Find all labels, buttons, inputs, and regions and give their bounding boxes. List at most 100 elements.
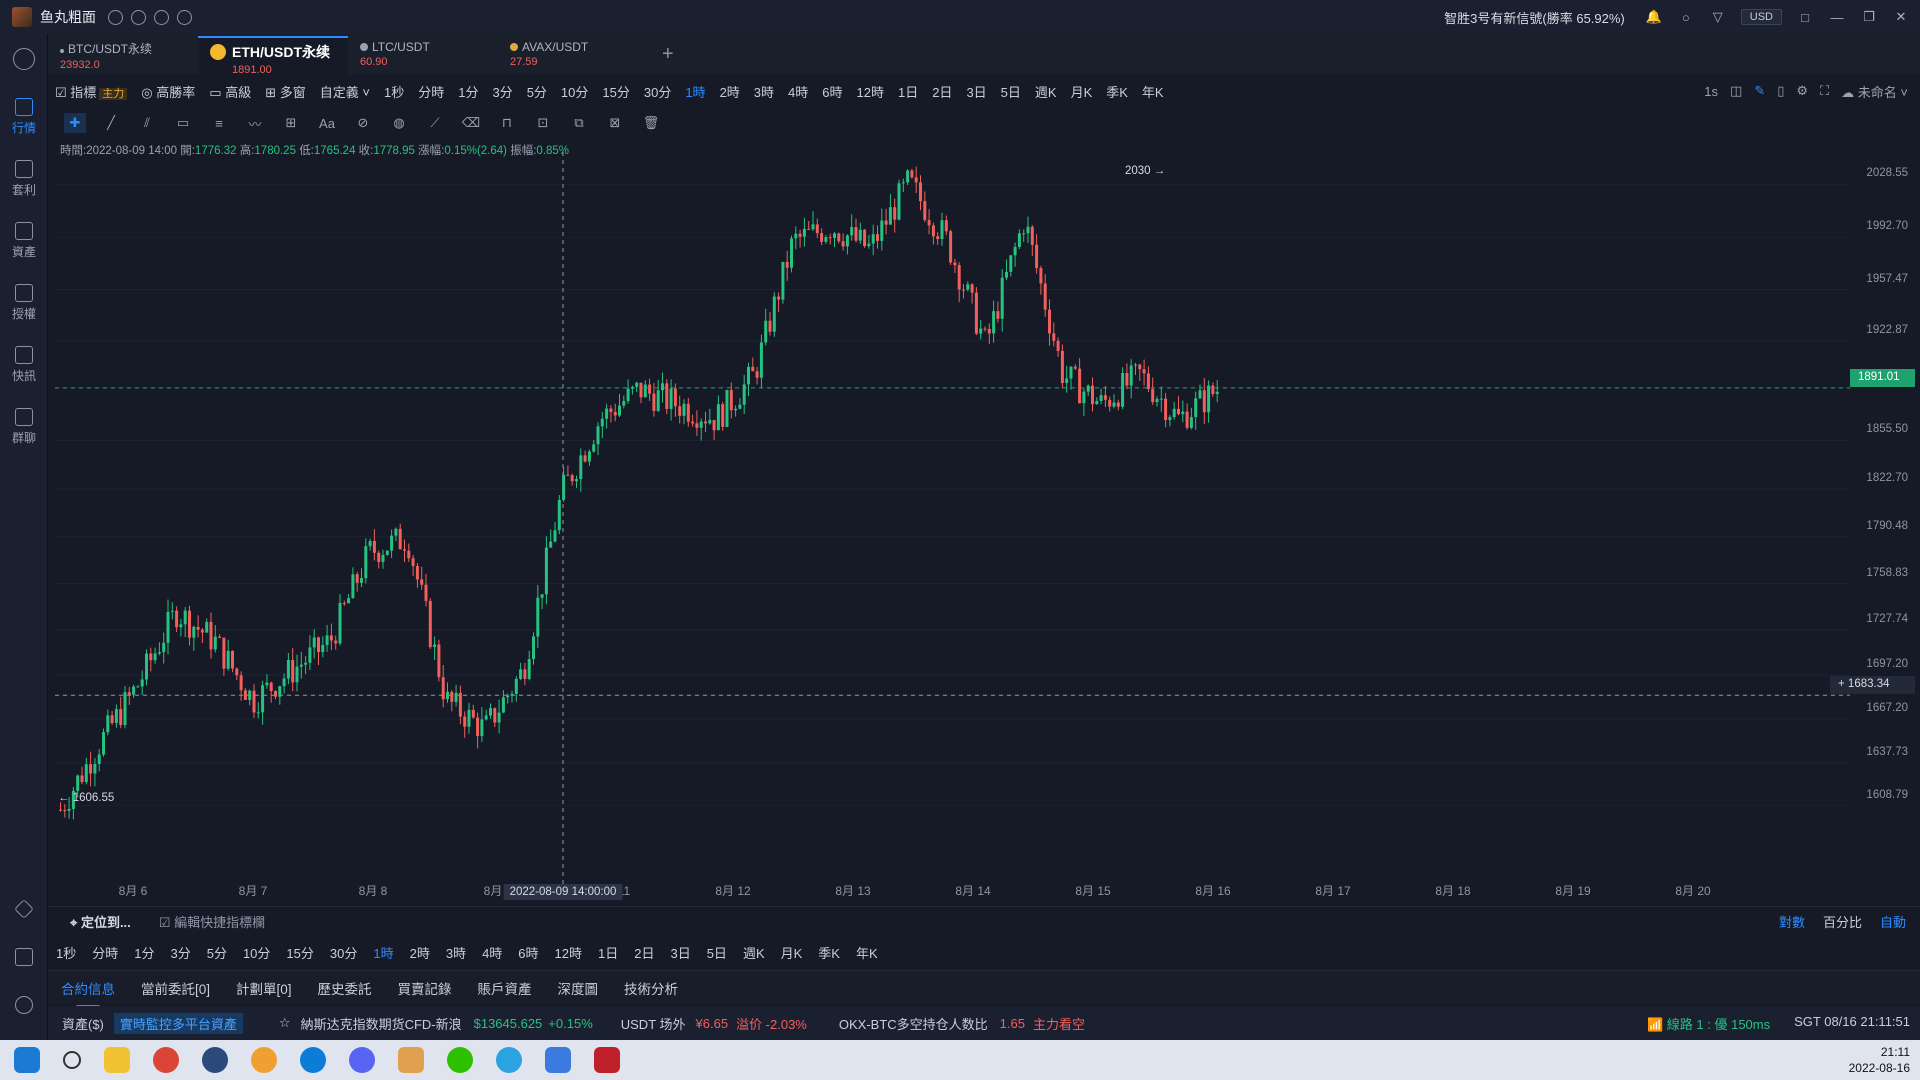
bottom-timeframe-7[interactable]: 30分 — [329, 945, 358, 961]
sidebar-item-chat[interactable]: 群聊 — [0, 408, 48, 446]
timeframe-6[interactable]: 15分 — [602, 84, 630, 100]
panel-tab-6[interactable]: 深度圖 — [557, 981, 599, 997]
edit-tool-icon[interactable]: ⊠ — [609, 115, 621, 130]
bottom-timeframe-14[interactable]: 1日 — [598, 945, 619, 961]
bottom-timeframe-0[interactable]: 1秒 — [56, 945, 77, 961]
bottom-timeframe-6[interactable]: 15分 — [286, 945, 314, 961]
locate-button[interactable]: ⌖ 定位到... — [70, 915, 131, 930]
fib-tool-icon[interactable]: ≡ — [215, 115, 223, 131]
sidebar-item-arbitrage[interactable]: 套利 — [0, 160, 48, 198]
timeframe-13[interactable]: 12時 — [856, 84, 884, 100]
timeframe-10[interactable]: 3時 — [753, 84, 775, 100]
edge-icon[interactable] — [300, 1047, 326, 1073]
phone-icon[interactable] — [177, 9, 192, 25]
timeframe-7[interactable]: 30分 — [643, 84, 672, 100]
app-icon[interactable] — [202, 1047, 228, 1073]
bottom-timeframe-3[interactable]: 3分 — [170, 945, 191, 961]
currency-select[interactable]: USD — [1740, 9, 1782, 25]
crosshair-tool-icon[interactable]: ✚ — [64, 113, 86, 133]
magnet-tool-icon[interactable]: ⊓ — [501, 115, 513, 130]
scale-auto-button[interactable]: 自動 — [1879, 915, 1906, 930]
settings-icon[interactable] — [0, 996, 48, 1017]
shirt-icon[interactable]: ▽ — [1712, 9, 1723, 24]
app-icon[interactable] — [545, 1047, 571, 1073]
custom-dropdown[interactable]: 自定義 ˅ — [319, 84, 370, 100]
signal-notice[interactable]: 智胜3号有新信號(勝率 65.92%) — [1444, 10, 1625, 26]
pen-icon[interactable]: ✎ — [1754, 83, 1766, 98]
lock-tool-icon[interactable]: ⊡ — [537, 115, 549, 130]
sidebar-item-assets[interactable]: 資產 — [0, 222, 48, 260]
timeframe-5[interactable]: 10分 — [560, 84, 589, 100]
sidebar-logo-icon[interactable] — [0, 48, 48, 73]
windows-start-icon[interactable] — [14, 1047, 40, 1073]
record-icon[interactable] — [594, 1047, 620, 1073]
news-source[interactable]: 納斯达克指数期货CFD-新浪 — [300, 1016, 462, 1032]
wave-tool-icon[interactable]: 〰 — [248, 116, 262, 132]
app-icon[interactable] — [251, 1047, 277, 1073]
panel-tab-4[interactable]: 買賣記錄 — [397, 981, 452, 997]
bottom-timeframe-19[interactable]: 月K — [780, 945, 803, 961]
pattern-tool-icon[interactable]: ⊘ — [357, 115, 369, 130]
edit-shortcut-button[interactable]: ☑ 編輯快捷指標欄 — [158, 915, 266, 930]
scale-percent-button[interactable]: 百分比 — [1822, 915, 1862, 930]
bottom-timeframe-18[interactable]: 週K — [742, 945, 765, 961]
ruler-tool-icon[interactable]: ⟋ — [430, 115, 440, 130]
measure-tool-icon[interactable]: ⊞ — [285, 115, 297, 130]
bottom-timeframe-15[interactable]: 2日 — [634, 945, 655, 961]
panel-tab-7[interactable]: 技術分析 — [624, 981, 679, 997]
timeframe-17[interactable]: 5日 — [1000, 84, 1021, 100]
bottom-timeframe-9[interactable]: 2時 — [409, 945, 430, 961]
timeframe-9[interactable]: 2時 — [719, 84, 740, 100]
monitor-button[interactable]: 實時監控多平台資產 — [113, 1012, 243, 1034]
wechat-icon[interactable] — [447, 1047, 473, 1073]
sidebar-item-news[interactable]: 快訊 — [0, 346, 48, 384]
add-tab-button[interactable]: + — [662, 43, 674, 65]
bottom-timeframe-10[interactable]: 3時 — [445, 945, 467, 961]
timeframe-2[interactable]: 1分 — [458, 84, 479, 100]
tab-eth[interactable]: ETH/USDT永续 1891.00 — [198, 36, 348, 76]
restore-icon[interactable]: ❐ — [1863, 9, 1875, 24]
search-icon[interactable]: ○ — [1681, 9, 1690, 25]
bottom-timeframe-2[interactable]: 1分 — [134, 945, 155, 961]
folder-icon[interactable] — [104, 1047, 130, 1073]
panel-tab-3[interactable]: 歷史委託 — [317, 981, 372, 997]
bottom-timeframe-1[interactable]: 分時 — [92, 945, 119, 961]
shield-icon[interactable] — [131, 9, 146, 25]
bottom-timeframe-21[interactable]: 年K — [855, 945, 878, 961]
bottom-timeframe-13[interactable]: 12時 — [554, 945, 582, 961]
sidebar-item-authorize[interactable]: 授權 — [0, 284, 48, 322]
pin-icon[interactable]: □ — [1801, 9, 1809, 25]
bottom-timeframe-12[interactable]: 6時 — [518, 945, 539, 961]
timeframe-20[interactable]: 季K — [1106, 84, 1128, 100]
close-icon[interactable]: ✕ — [1895, 9, 1907, 24]
panel-tab-1[interactable]: 當前委託[0] — [141, 981, 211, 997]
app-icon[interactable] — [398, 1047, 424, 1073]
bottom-timeframe-20[interactable]: 季K — [818, 945, 840, 961]
timeframe-11[interactable]: 4時 — [788, 84, 809, 100]
check-icon[interactable] — [154, 9, 169, 25]
candlestick-chart[interactable] — [55, 142, 1850, 902]
timeframe-4[interactable]: 5分 — [526, 84, 547, 100]
timeframe-15[interactable]: 2日 — [932, 84, 953, 100]
line-tool-icon[interactable]: ╱ — [107, 115, 115, 130]
timeframe-21[interactable]: 年K — [1141, 84, 1164, 100]
interval-label[interactable]: 1s — [1704, 83, 1719, 99]
eraser-tool-icon[interactable]: ⌫ — [461, 115, 481, 130]
scale-log-button[interactable]: 對數 — [1778, 915, 1805, 930]
timeframe-12[interactable]: 6時 — [822, 84, 843, 100]
search-icon[interactable] — [63, 1051, 81, 1069]
gann-tool-icon[interactable]: ◍ — [393, 115, 405, 130]
bottom-timeframe-4[interactable]: 5分 — [206, 945, 227, 961]
tab-ltc[interactable]: LTC/USDT 60.90 — [360, 40, 430, 68]
pause-icon[interactable] — [108, 9, 123, 25]
panel-tab-5[interactable]: 賬戶資產 — [477, 981, 532, 997]
tab-btc[interactable]: BTC/USDT永续 23932.0 — [60, 42, 153, 71]
camera-icon[interactable]: ◫ — [1730, 83, 1743, 98]
copy-tool-icon[interactable]: ⧉ — [574, 115, 584, 130]
network-line[interactable]: 📶 線路 1 : 優 150ms — [1646, 1016, 1771, 1032]
chrome-icon[interactable] — [153, 1047, 179, 1073]
timeframe-8[interactable]: 1時 — [685, 84, 706, 100]
win-rate-button[interactable]: ◎ 高勝率 — [141, 84, 196, 100]
timeframe-18[interactable]: 週K — [1034, 84, 1057, 100]
multi-window-button[interactable]: ⊞ 多窗 — [265, 84, 306, 100]
